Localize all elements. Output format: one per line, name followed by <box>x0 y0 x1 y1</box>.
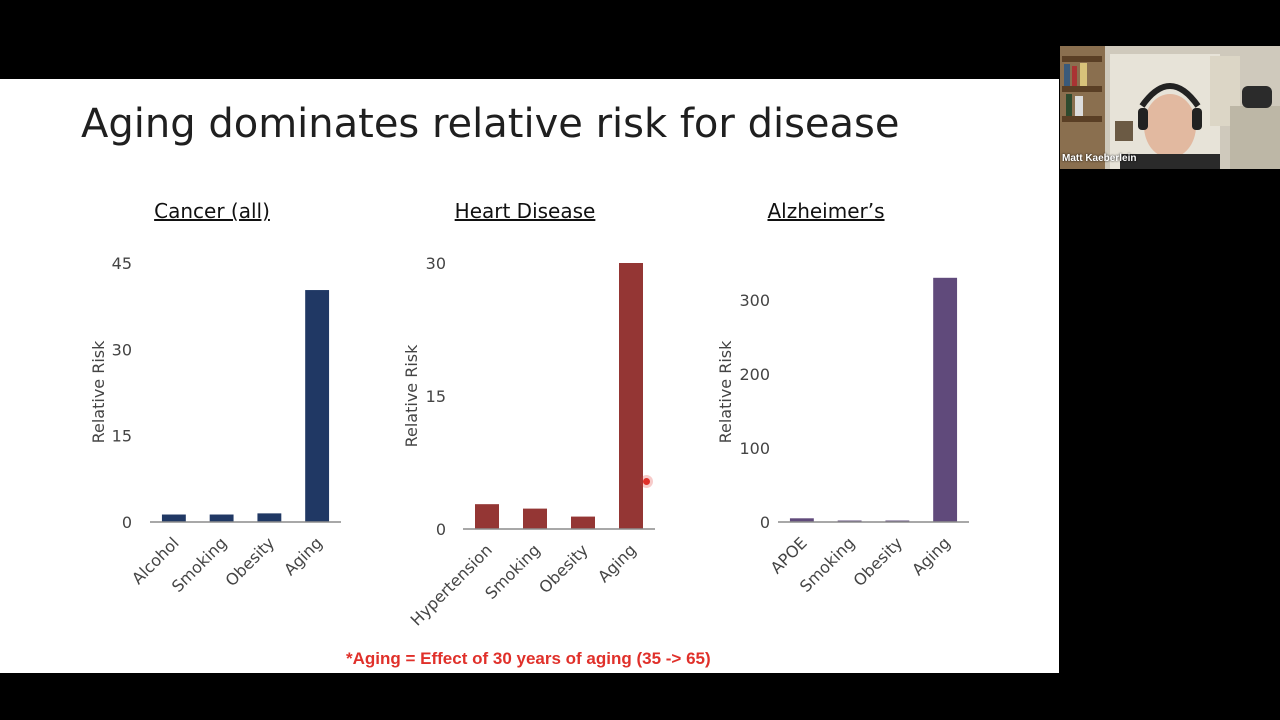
y-tick-label: 0 <box>436 520 446 539</box>
y-tick-label: 100 <box>739 439 770 458</box>
y-axis-label: Relative Risk <box>89 340 108 444</box>
cancer-bar-chart: Relative Risk0153045AlcoholSmokingObesit… <box>89 254 341 596</box>
bar-obesity <box>571 516 595 529</box>
bar-aging <box>305 290 330 522</box>
bar-apoe <box>789 518 814 522</box>
y-tick-label: 300 <box>739 291 770 310</box>
bar-smoking <box>523 508 547 529</box>
bar-alcohol <box>161 514 186 522</box>
webcam-feed <box>1060 46 1280 169</box>
bar-hypertension <box>475 504 499 529</box>
chart-title-heart-disease: Heart Disease <box>454 199 596 223</box>
participant-name-label: Matt Kaeberlein <box>1062 153 1137 164</box>
x-category-label: Aging <box>908 533 954 579</box>
slide-footnote: *Aging = Effect of 30 years of aging (35… <box>346 649 711 668</box>
bar-smoking <box>209 514 234 522</box>
slide-title: Aging dominates relative risk for diseas… <box>81 101 900 147</box>
y-axis-label: Relative Risk <box>402 344 421 448</box>
alzheimers-bar-chart: Relative Risk0100200300APOESmokingObesit… <box>716 277 969 596</box>
x-category-label: APOE <box>767 533 811 577</box>
chart-title-cancer: Cancer (all) <box>154 199 270 223</box>
bar-aging <box>619 263 643 529</box>
heart-disease-bar-chart: Relative Risk01530HypertensionSmokingObe… <box>402 254 655 630</box>
y-tick-label: 0 <box>122 513 132 532</box>
y-tick-label: 30 <box>426 254 446 273</box>
chart-title-alzheimers: Alzheimer’s <box>767 199 885 223</box>
bar-aging <box>933 277 958 522</box>
y-tick-label: 45 <box>112 254 132 273</box>
laser-pointer-dot <box>643 478 650 485</box>
y-tick-label: 200 <box>739 365 770 384</box>
x-category-label: Obesity <box>850 533 907 590</box>
y-tick-label: 15 <box>112 427 132 446</box>
y-tick-label: 30 <box>112 340 132 359</box>
y-tick-label: 15 <box>426 387 446 406</box>
y-tick-label: 0 <box>760 513 770 532</box>
presentation-slide: Aging dominates relative risk for diseas… <box>0 79 1059 673</box>
bar-obesity <box>257 513 282 522</box>
y-axis-label: Relative Risk <box>716 340 735 444</box>
participant-video-tile[interactable]: Matt Kaeberlein <box>1060 46 1280 169</box>
